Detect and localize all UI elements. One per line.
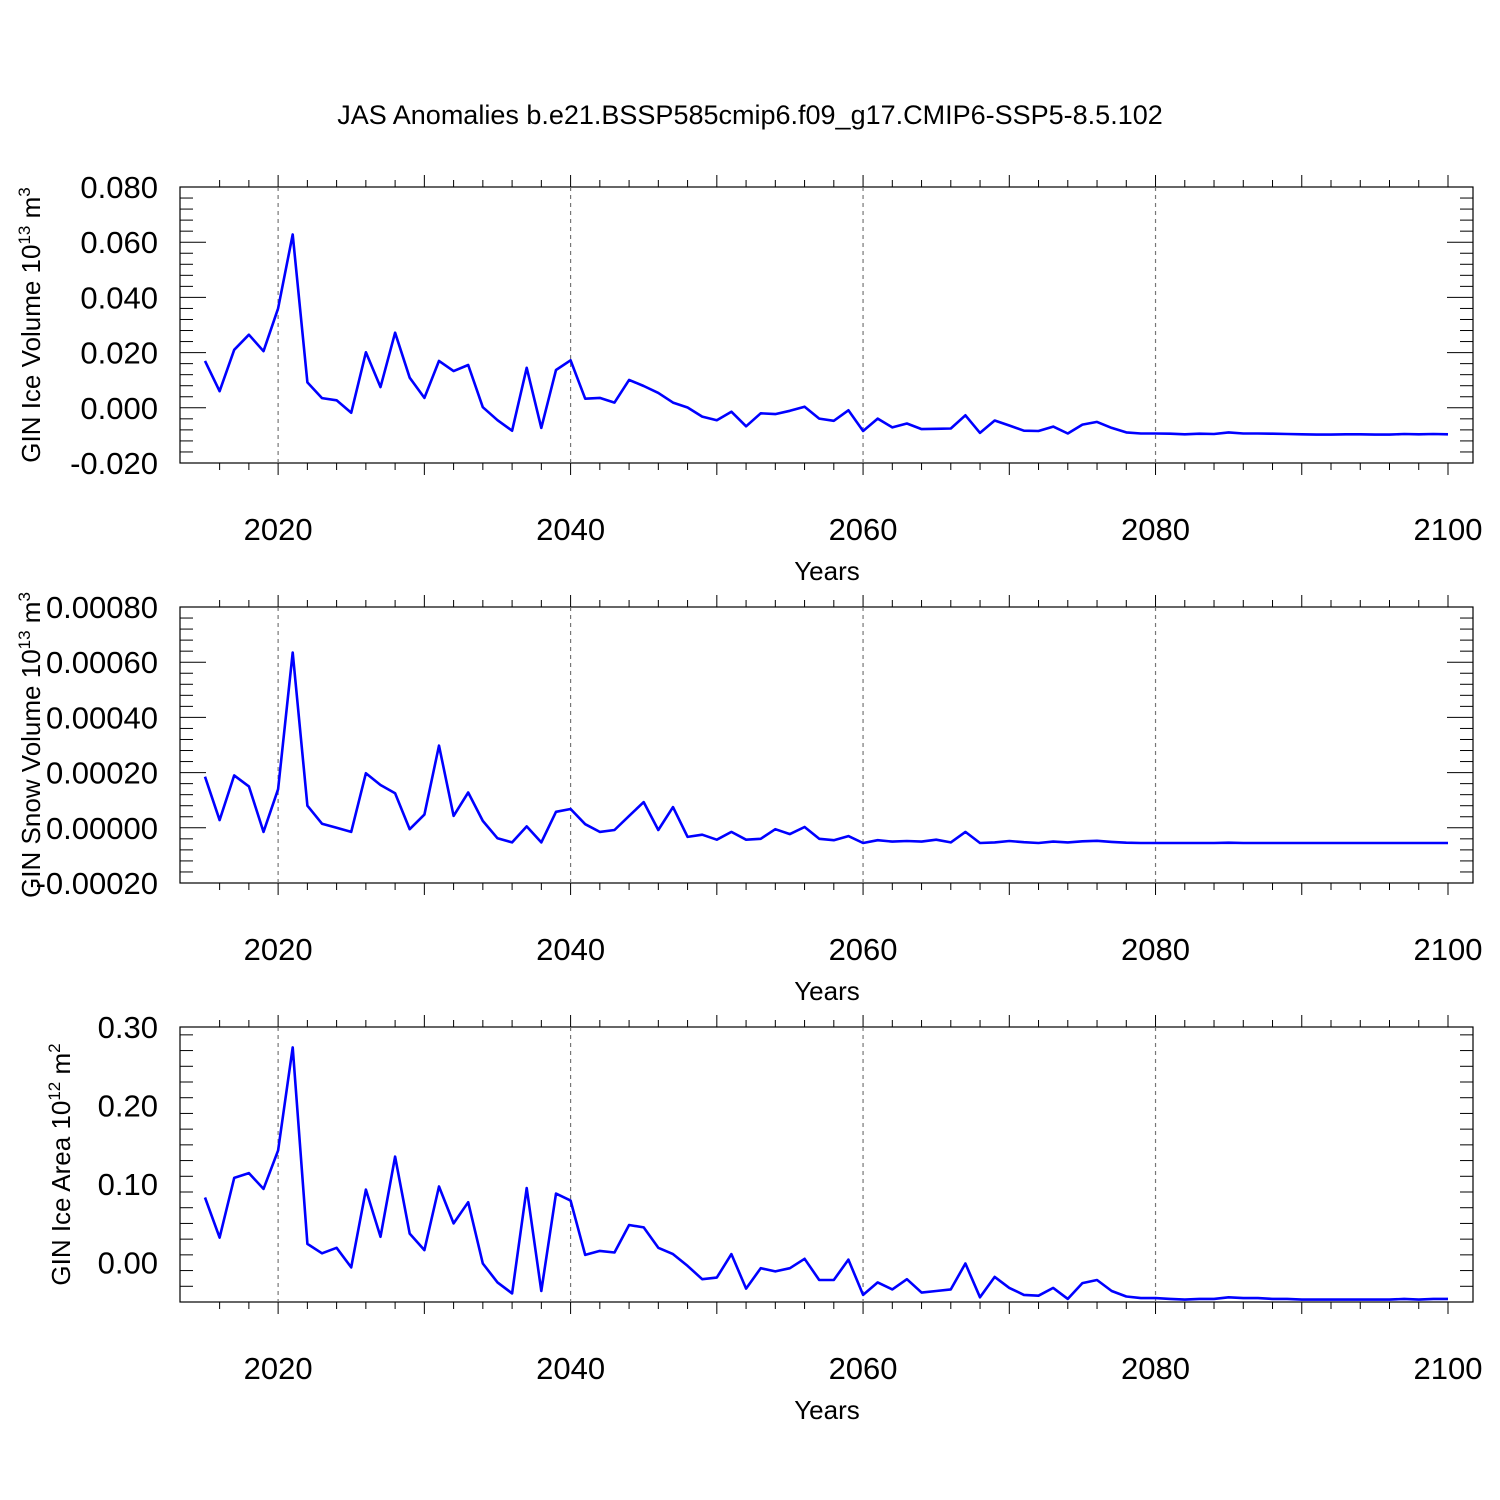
y-tick-label: -0.00020 <box>36 866 158 901</box>
y-tick-label: 0.060 <box>80 225 158 260</box>
y-tick-label: 0.00020 <box>46 756 158 791</box>
plot-frame <box>179 1026 1474 1303</box>
y-tick-label: 0.00000 <box>46 811 158 846</box>
series-line <box>203 651 1448 845</box>
y-tick-label: 0.00040 <box>46 700 158 735</box>
series-line <box>203 233 1449 436</box>
x-axis-title: Years <box>794 556 860 586</box>
x-tick-label: 2040 <box>536 932 605 967</box>
y-tick-label: 0.10 <box>98 1167 158 1202</box>
x-tick-label: 2040 <box>536 1351 605 1386</box>
y-tick-label: 0.000 <box>80 391 158 426</box>
y-tick-label: 0.00060 <box>46 645 158 680</box>
figure-title: JAS Anomalies b.e21.BSSP585cmip6.f09_g17… <box>337 100 1163 130</box>
x-tick-label: 2060 <box>829 512 898 547</box>
y-axis-title: GIN Snow Volume 1013 m3 <box>15 592 46 898</box>
x-tick-label: 2080 <box>1121 512 1190 547</box>
y-tick-label: 0.00 <box>98 1246 158 1281</box>
x-tick-label: 2020 <box>244 512 313 547</box>
x-tick-label: 2080 <box>1121 1351 1190 1386</box>
x-tick-label: 2020 <box>244 1351 313 1386</box>
chart-panel-3: 0.00 0.10 0.20 0.30 2020 2040 2060 2080 2100 Year… <box>45 1010 1482 1425</box>
x-tick-label: 2020 <box>244 932 313 967</box>
x-tick-label: 2080 <box>1121 932 1190 967</box>
x-tick-label: 2100 <box>1414 932 1483 967</box>
plot-frame <box>179 606 1474 884</box>
panels: -0.020 0.000 0.020 0.040 0.060 0.080 2020 2040 2… <box>15 170 1482 1425</box>
x-tick-label: 2100 <box>1414 512 1483 547</box>
y-tick-label: 0.020 <box>80 336 158 371</box>
y-tick-label: 0.20 <box>98 1089 158 1124</box>
y-tick-label: -0.020 <box>70 446 158 481</box>
plot-frame <box>179 186 1474 464</box>
y-axis-title: GIN Ice Area 1012 m2 <box>45 1043 76 1285</box>
y-tick-label: 0.30 <box>98 1010 158 1045</box>
x-tick-label: 2060 <box>829 1351 898 1386</box>
chart-panel-2: -0.00020 0.00000 0.00020 0.00040 0.00060 0.00… <box>15 590 1482 1006</box>
chart-panel-1: -0.020 0.000 0.020 0.040 0.060 0.080 2020 2040 2… <box>15 170 1482 586</box>
series-line <box>203 1046 1448 1301</box>
y-tick-label: 0.080 <box>80 170 158 205</box>
x-tick-label: 2040 <box>536 512 605 547</box>
x-tick-label: 2060 <box>829 932 898 967</box>
y-tick-label: 0.040 <box>80 280 158 315</box>
y-tick-label: 0.00080 <box>46 590 158 625</box>
x-tick-label: 2100 <box>1414 1351 1483 1386</box>
x-axis-title: Years <box>794 976 860 1006</box>
y-axis-title: GIN Ice Volume 1013 m3 <box>15 187 46 463</box>
x-axis-title: Years <box>794 1395 860 1425</box>
